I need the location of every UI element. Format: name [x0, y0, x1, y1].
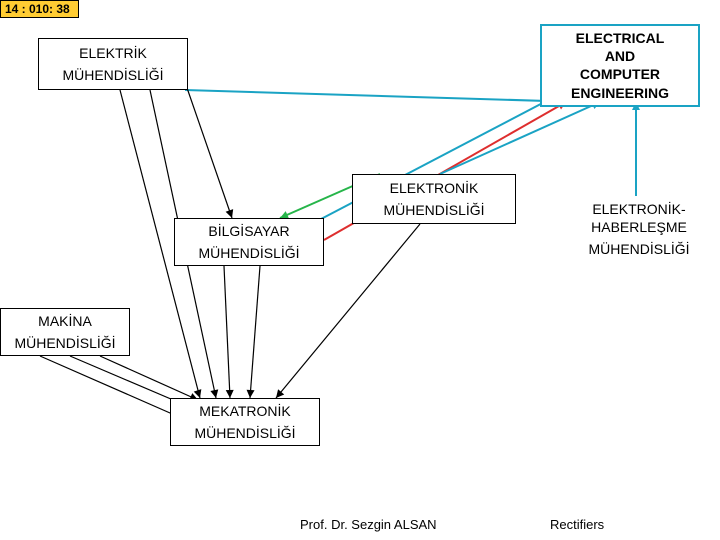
- box-subtitle: MÜHENDİSLİĞİ: [14, 334, 115, 352]
- box-title: MAKİNA: [38, 312, 92, 330]
- slide-tab-label: 14 : 010: 38: [5, 2, 70, 16]
- box-subtitle: MÜHENDİSLİĞİ: [62, 66, 163, 84]
- box-label: ELECTRICAL AND COMPUTER ENGINEERING: [571, 29, 669, 102]
- box-title: BİLGİSAYAR: [208, 222, 289, 240]
- box-title: MEKATRONİK: [199, 402, 291, 420]
- box-haberlesme: ELEKTRONİK- HABERLEŞME MÜHENDİSLİĞİ: [560, 196, 718, 262]
- box-mekatronik: MEKATRONİK MÜHENDİSLİĞİ: [170, 398, 320, 446]
- box-subtitle: MÜHENDİSLİĞİ: [383, 201, 484, 219]
- box-bilgisayar: BİLGİSAYAR MÜHENDİSLİĞİ: [174, 218, 324, 266]
- box-title: ELEKTRONİK- HABERLEŞME: [591, 200, 687, 236]
- box-title: ELEKTRONİK: [390, 179, 479, 197]
- box-subtitle: MÜHENDİSLİĞİ: [198, 244, 299, 262]
- box-title: ELEKTRİK: [79, 44, 147, 62]
- slide-tab: 14 : 010: 38: [0, 0, 79, 18]
- box-makina: MAKİNA MÜHENDİSLİĞİ: [0, 308, 130, 356]
- box-subtitle: MÜHENDİSLİĞİ: [194, 424, 295, 442]
- footer-topic: Rectifiers: [550, 517, 604, 532]
- footer-author: Prof. Dr. Sezgin ALSAN: [300, 517, 437, 532]
- box-subtitle: MÜHENDİSLİĞİ: [588, 240, 689, 258]
- box-elektronik: ELEKTRONİK MÜHENDİSLİĞİ: [352, 174, 516, 224]
- box-ece: ELECTRICAL AND COMPUTER ENGINEERING: [540, 24, 700, 107]
- box-elektrik: ELEKTRİK MÜHENDİSLİĞİ: [38, 38, 188, 90]
